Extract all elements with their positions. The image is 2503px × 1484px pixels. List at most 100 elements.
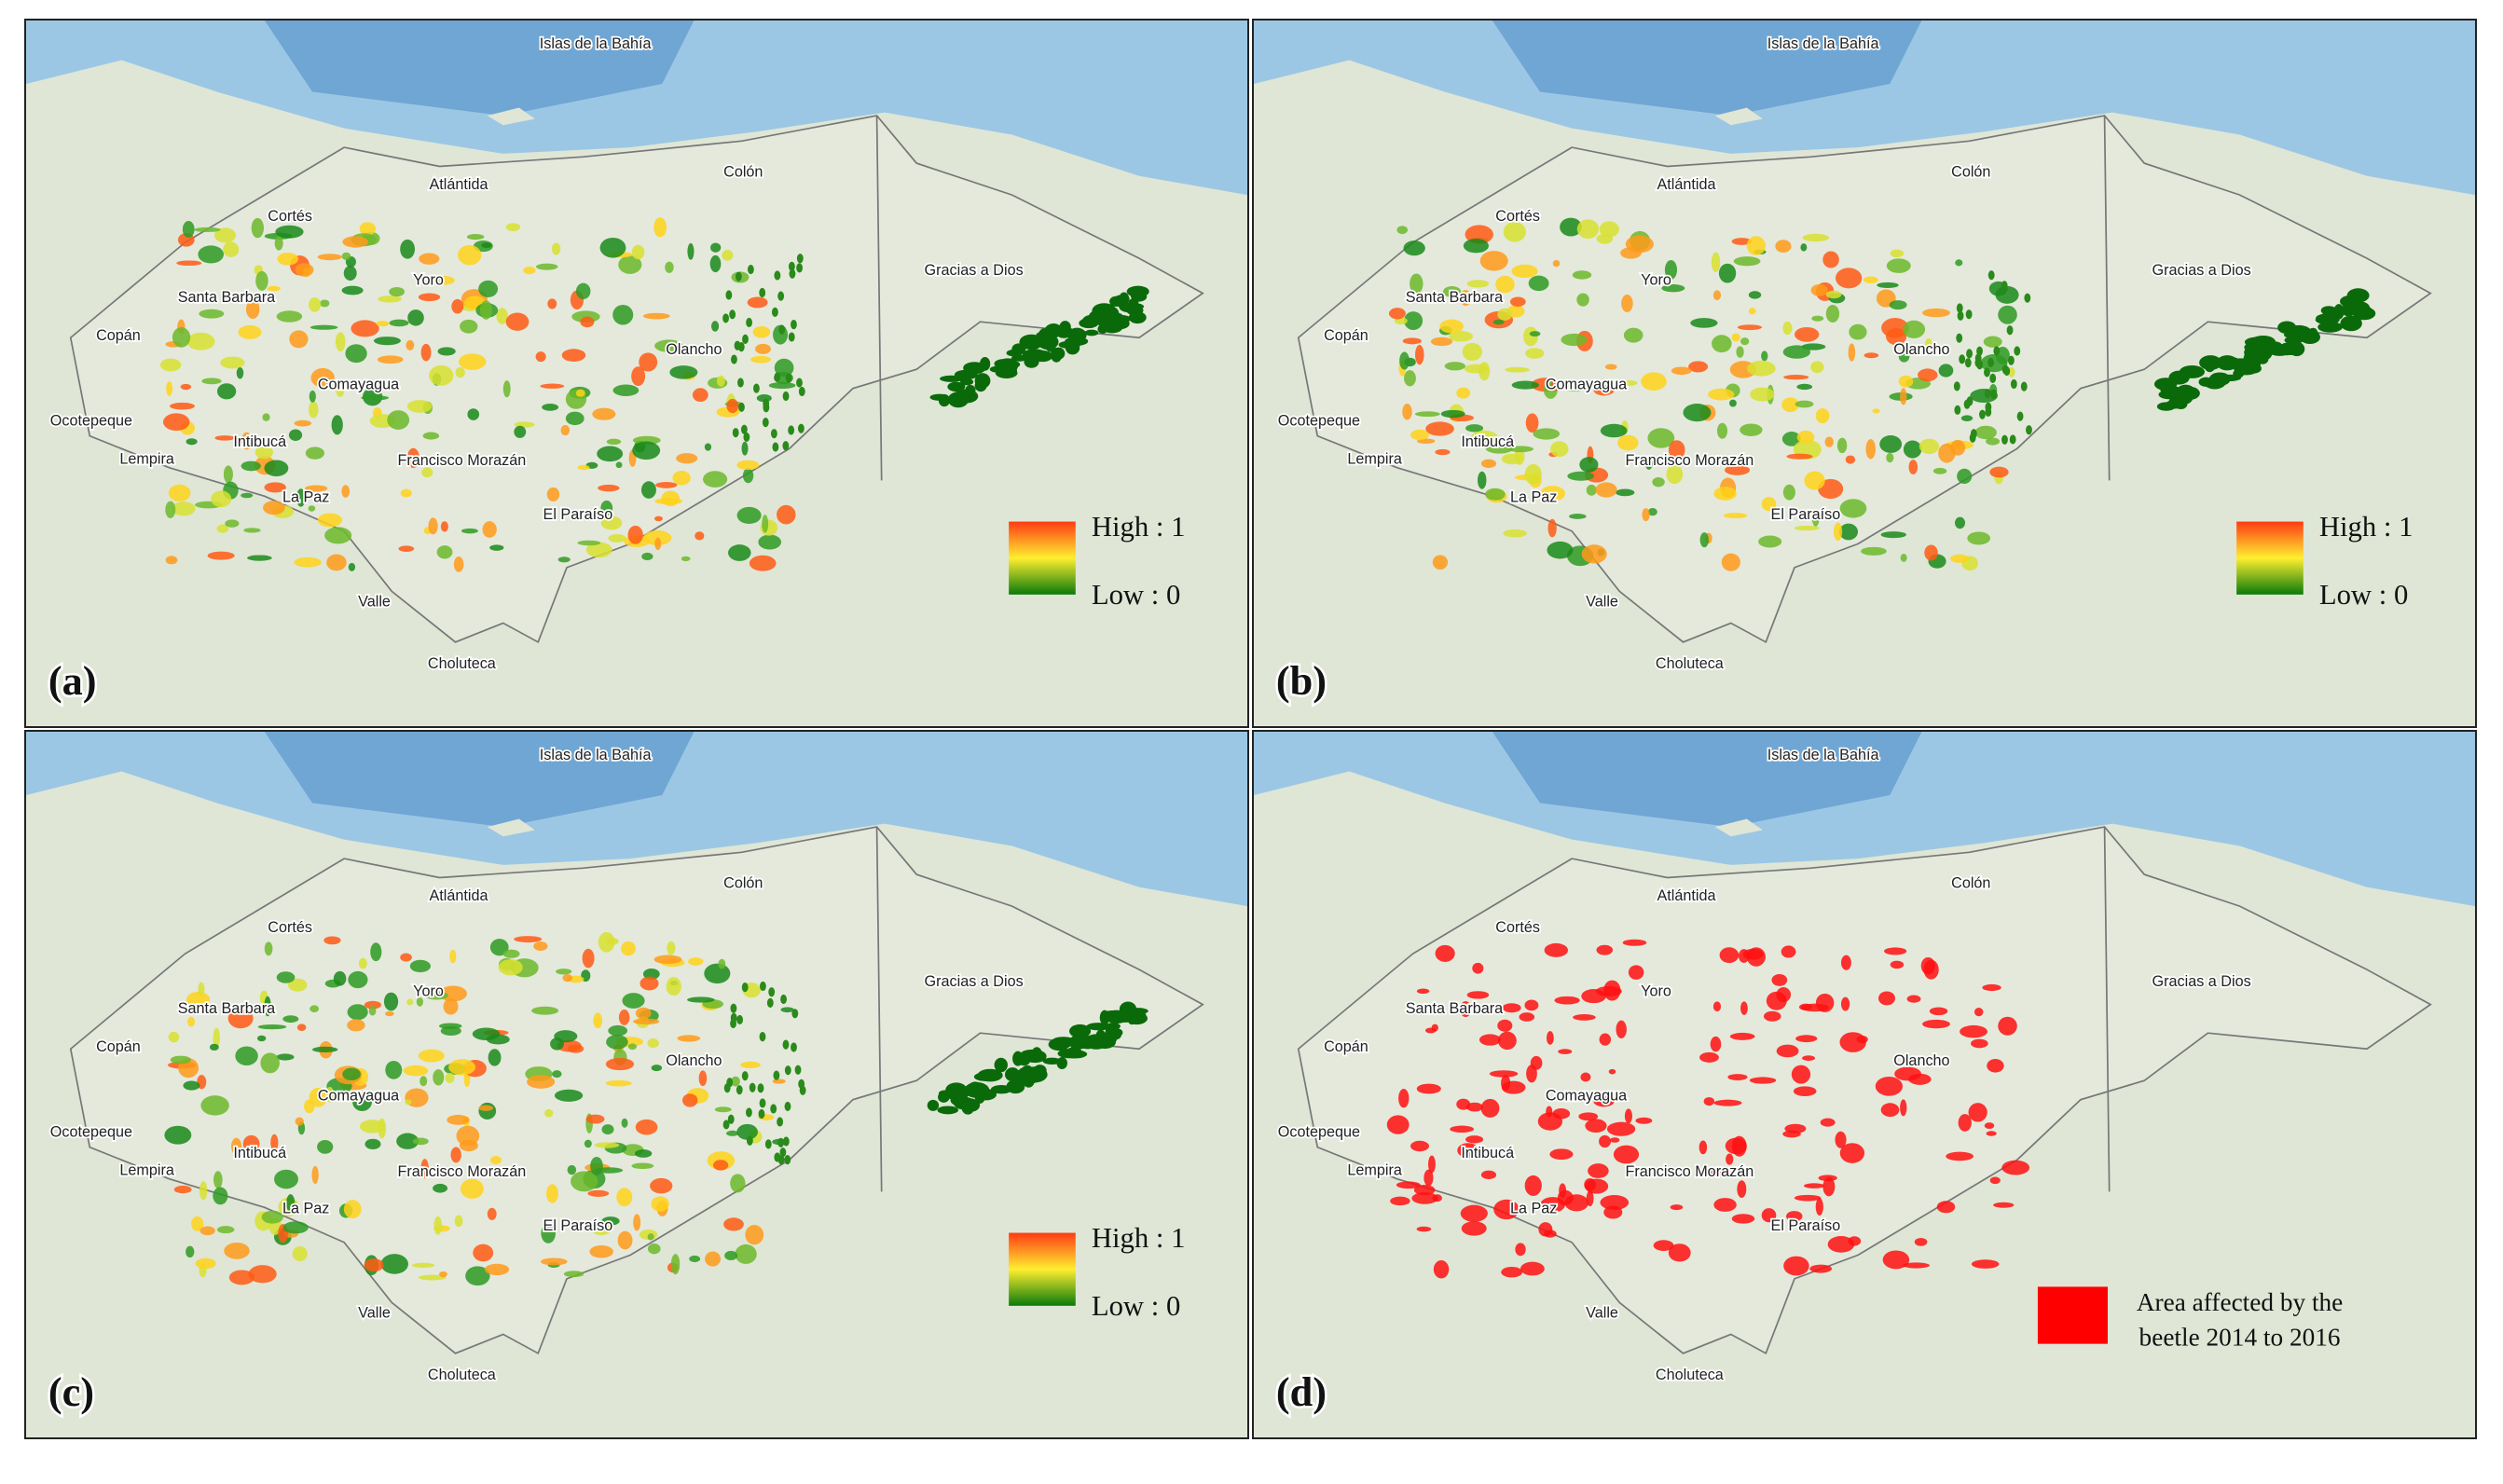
patch [295,263,314,277]
patch [286,1194,296,1213]
patch [465,1266,490,1286]
legend-gradient [2236,521,2304,595]
patch [766,997,774,1008]
patch [1489,1070,1519,1078]
patch [1989,466,2009,478]
patch [1936,1201,1956,1214]
patch [1740,1001,1748,1015]
patch [1399,351,1410,370]
patch [641,552,653,561]
patch [2308,331,2319,338]
place-label: Ocotepeque [1278,413,1360,430]
patch [1731,1214,1755,1224]
patch [170,402,195,410]
patch [311,1165,319,1185]
patch [1416,1083,1441,1094]
patch [180,383,192,391]
patch [2348,301,2371,315]
patch [736,506,762,524]
patch [940,375,963,382]
patch [1642,508,1650,522]
patch [450,1147,461,1163]
patch [1713,487,1737,501]
patch [1748,291,1762,299]
patch [1442,285,1462,298]
patch [1561,333,1588,347]
legend-low: Low : 0 [2319,579,2409,611]
place-label: Santa Barbara [1406,289,1503,306]
patch [1615,488,1635,497]
patch [763,398,770,408]
patch [639,352,658,372]
patch [1959,354,1966,364]
patch [608,533,626,543]
legend-text: beetle 2014 to 2016 [2139,1323,2341,1351]
patch [1998,305,2017,324]
patch [1502,1003,1521,1013]
patch [235,1046,258,1066]
patch [749,555,777,571]
place-label: Francisco Morazán [1626,452,1754,469]
patch [736,1085,743,1095]
country-outline [1297,115,2432,644]
patch [228,1270,254,1285]
patch [341,285,364,295]
patch [455,367,465,378]
patch [1987,357,1994,368]
patch [1411,1192,1438,1204]
place-label: Cortés [1495,919,1540,936]
patch [2317,322,2343,333]
patch [1410,273,1423,295]
patch [1511,380,1539,390]
patch [562,973,572,982]
patch [248,1265,277,1284]
boundary [875,827,883,1192]
patch [1600,1195,1630,1210]
patch [1544,942,1568,957]
patch [241,432,253,450]
patch [746,317,752,328]
patch [1561,382,1587,392]
patch [650,1177,673,1194]
patch [780,1007,794,1013]
patch [260,1052,280,1074]
patch [1457,1143,1479,1159]
patch [963,362,986,375]
patch [320,299,330,308]
patch [937,1106,959,1115]
place-label: Colón [723,875,763,892]
patch [1721,553,1740,571]
patch [1497,1031,1517,1051]
patch [1804,471,1825,490]
patch [632,441,661,460]
patch [1533,428,1561,440]
patch [1903,1262,1931,1269]
patch [1549,1148,1574,1161]
patch [164,1125,192,1145]
patch [2277,321,2297,335]
patch [245,299,260,320]
patch [407,309,424,326]
patch [618,1009,630,1025]
patch [531,1006,559,1015]
patch [1729,1032,1755,1040]
patch [1802,233,1830,242]
patch [1439,319,1464,334]
patch [348,970,368,989]
patch [561,349,586,362]
patch [225,519,240,528]
patch [1416,1226,1432,1232]
patch [333,970,347,986]
patch [677,1035,701,1042]
patch [1728,399,1737,407]
place-label: Valle [1586,594,1618,611]
patch [1466,991,1490,999]
patch [308,401,319,419]
patch [236,366,244,379]
patch [1810,361,1824,374]
patch [428,517,438,535]
patch [723,1217,744,1231]
patch [1404,370,1416,387]
patch [960,378,974,386]
